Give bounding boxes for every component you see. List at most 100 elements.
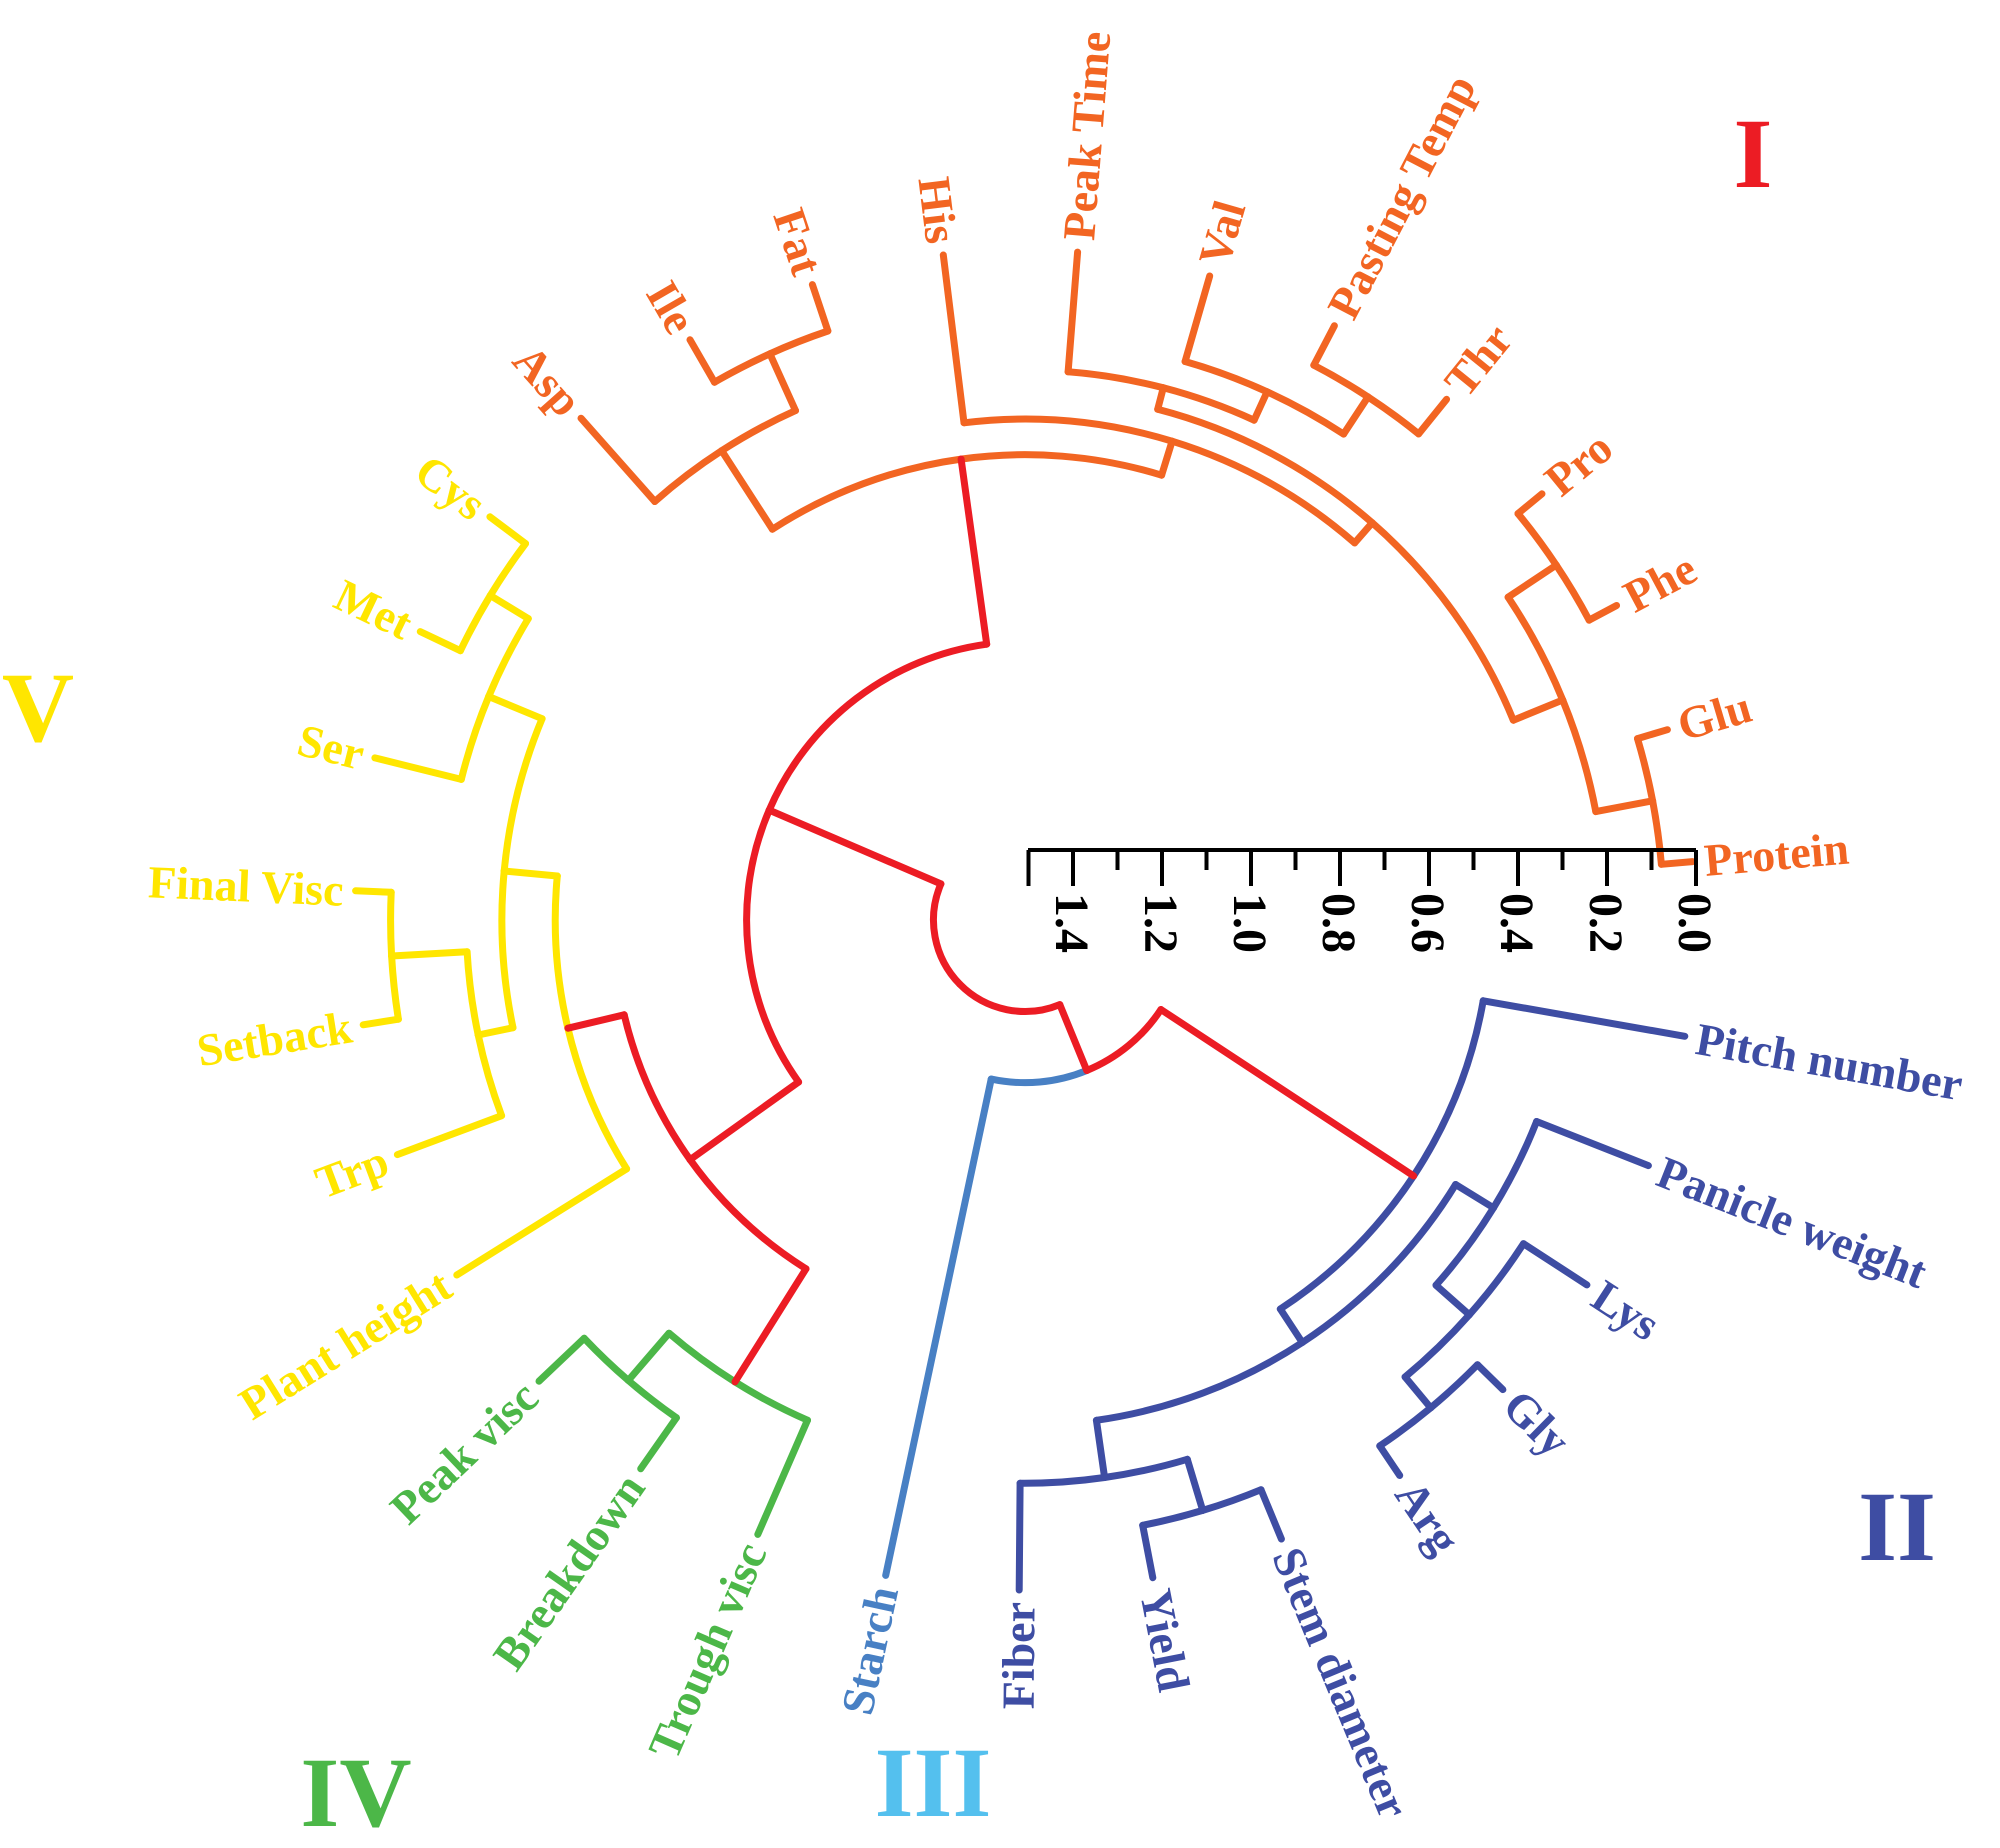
branch-arc xyxy=(463,948,482,1039)
branch-arc xyxy=(1432,1204,1497,1289)
branch-arc xyxy=(1083,1006,1165,1074)
ruler-tick-label-0.0: 0.0 xyxy=(1668,893,1721,953)
branch-arc xyxy=(766,327,832,358)
branch-arc xyxy=(498,867,517,1032)
branch-arc xyxy=(1490,1118,1541,1212)
leaf-label-ile: Ile xyxy=(636,272,706,342)
leaf-branch-breakdown xyxy=(637,1414,680,1473)
leaf-label-plant-height: Plant height xyxy=(230,1259,460,1429)
branch-radial xyxy=(624,1329,673,1384)
branch-arc xyxy=(1465,1240,1527,1319)
branch-arc xyxy=(1139,1506,1207,1529)
branch-radial xyxy=(564,1011,628,1032)
leaf-label-trp: Trp xyxy=(309,1135,396,1208)
branch-radial xyxy=(1250,388,1271,424)
cluster-label-IV: IV xyxy=(300,1737,412,1848)
branch-arc xyxy=(1649,797,1665,868)
branch-arc xyxy=(620,1011,694,1164)
branch-arc xyxy=(1559,696,1600,816)
cluster-label-I: I xyxy=(1733,98,1773,209)
branch-arc xyxy=(1181,358,1271,396)
branch-arc xyxy=(1634,735,1657,805)
branch-arc xyxy=(456,592,494,655)
branch-radial xyxy=(1154,384,1167,413)
leaf-label-yield: Yield xyxy=(1130,1585,1200,1696)
branch-arc xyxy=(987,1067,1091,1087)
branch-arc xyxy=(474,1031,506,1120)
branch-arc xyxy=(1368,519,1517,724)
branch-arc xyxy=(580,1334,632,1384)
leaf-branch-protein xyxy=(1657,858,1696,868)
leaf-branch-val xyxy=(1181,272,1214,365)
leaf-label-cys: Cys xyxy=(406,445,496,530)
leaf-branch-panicle-weight xyxy=(1533,1118,1652,1170)
leaf-branch-yield xyxy=(1139,1521,1157,1582)
leaf-branch-arg xyxy=(1376,1442,1404,1479)
branch-radial xyxy=(388,948,471,960)
branch-arc xyxy=(960,415,1176,445)
branch-radial xyxy=(500,867,561,880)
leaf-label-gly: Gly xyxy=(1494,1380,1581,1467)
leaf-branch-setback xyxy=(359,1015,402,1029)
cluster-label-V: V xyxy=(1,652,75,763)
leaf-label-panicle-weight: Panicle weight xyxy=(1650,1146,1934,1298)
leaf-branch-trough-visc xyxy=(754,1416,811,1538)
branch-radial xyxy=(686,1078,803,1164)
leaf-branch-cys xyxy=(486,513,529,548)
branch-radial xyxy=(1183,1455,1207,1514)
branch-arc xyxy=(486,540,529,599)
leaf-branch-gly xyxy=(1474,1361,1507,1394)
ruler-tick-label-0.2: 0.2 xyxy=(1579,893,1632,953)
leaf-label-lys: Lys xyxy=(1583,1270,1669,1350)
leaf-label-arg: Arg xyxy=(1385,1471,1470,1563)
leaf-branch-trp xyxy=(393,1112,506,1159)
branch-arc xyxy=(485,615,532,700)
leaf-label-phe: Phe xyxy=(1615,542,1704,622)
branch-arc xyxy=(1376,1404,1435,1450)
leaf-label-thr: Thr xyxy=(1434,314,1522,406)
branch-arc xyxy=(686,1156,810,1273)
branch-arc xyxy=(1310,361,1372,401)
ruler-tick-label-1.0: 1.0 xyxy=(1223,893,1276,953)
leaf-branch-peak-time xyxy=(1064,248,1082,376)
ruler-tick-label-0.4: 0.4 xyxy=(1490,893,1543,953)
leaf-branch-lys xyxy=(1520,1240,1591,1289)
branch-arc xyxy=(1401,1311,1473,1381)
branch-arc xyxy=(929,880,964,988)
branch-radial xyxy=(1432,1281,1473,1319)
ruler-tick-label-0.6: 0.6 xyxy=(1401,893,1454,953)
branch-radial xyxy=(957,455,991,648)
branch-arc xyxy=(1298,1181,1460,1346)
leaf-branch-pasting-temp xyxy=(1310,322,1338,369)
branch-radial xyxy=(766,350,799,415)
leaf-branch-asp xyxy=(577,414,659,505)
leaf-label-pasting-temp: Pasting Temp xyxy=(1317,66,1486,327)
branch-radial xyxy=(485,693,546,723)
branch-arc xyxy=(1168,437,1359,547)
leaf-branch-his xyxy=(939,251,968,427)
leaf-label-fiber: Fiber xyxy=(993,1602,1045,1710)
leaf-label-starch: Starch xyxy=(831,1582,908,1719)
leaf-label-protein: Protein xyxy=(1702,823,1851,886)
leaf-label-peak-visc: Peak visc xyxy=(380,1371,548,1534)
branch-arc xyxy=(624,1376,680,1422)
ruler-tick-label-1.2: 1.2 xyxy=(1134,893,1187,953)
branch-arc xyxy=(1016,1474,1109,1487)
cluster-label-III: III xyxy=(874,1727,992,1838)
leaf-label-his: His xyxy=(908,174,967,246)
branch-radial xyxy=(474,1024,517,1039)
branch-arc xyxy=(731,1378,811,1424)
leaf-label-asp: Asp xyxy=(503,335,592,426)
leaf-branch-thr xyxy=(1415,395,1451,438)
leaf-label-glu: Glu xyxy=(1672,681,1758,751)
branch-arc xyxy=(765,640,991,814)
leaf-label-pro: Pro xyxy=(1535,422,1622,506)
leaf-branch-met xyxy=(416,628,464,655)
branch-radial xyxy=(1504,561,1560,601)
branch-radial xyxy=(1401,1373,1435,1412)
branch-arc xyxy=(1552,561,1593,624)
leaf-label-ser: Ser xyxy=(293,714,370,780)
branch-arc xyxy=(457,693,493,783)
